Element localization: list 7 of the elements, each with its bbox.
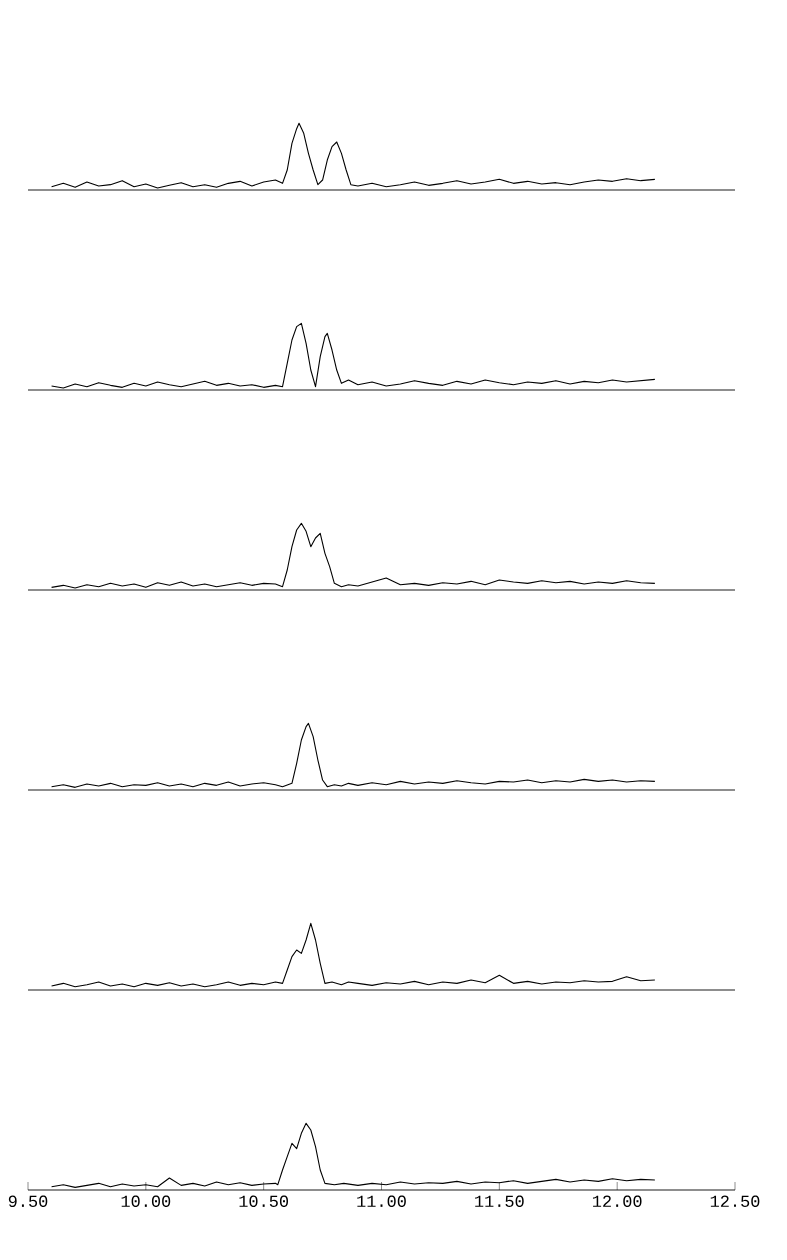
x-tick-label: 10.50 — [239, 1195, 289, 1208]
x-tick-label: 12.50 — [710, 1195, 760, 1208]
x-tick-label: 12.00 — [592, 1195, 642, 1208]
x-tick-label: 11.50 — [475, 1195, 524, 1208]
x-tick-label: 11.00 — [357, 1195, 406, 1208]
x-tick-label: 10.00 — [121, 1195, 171, 1208]
x-tick-label: 9.50 — [8, 1195, 48, 1208]
